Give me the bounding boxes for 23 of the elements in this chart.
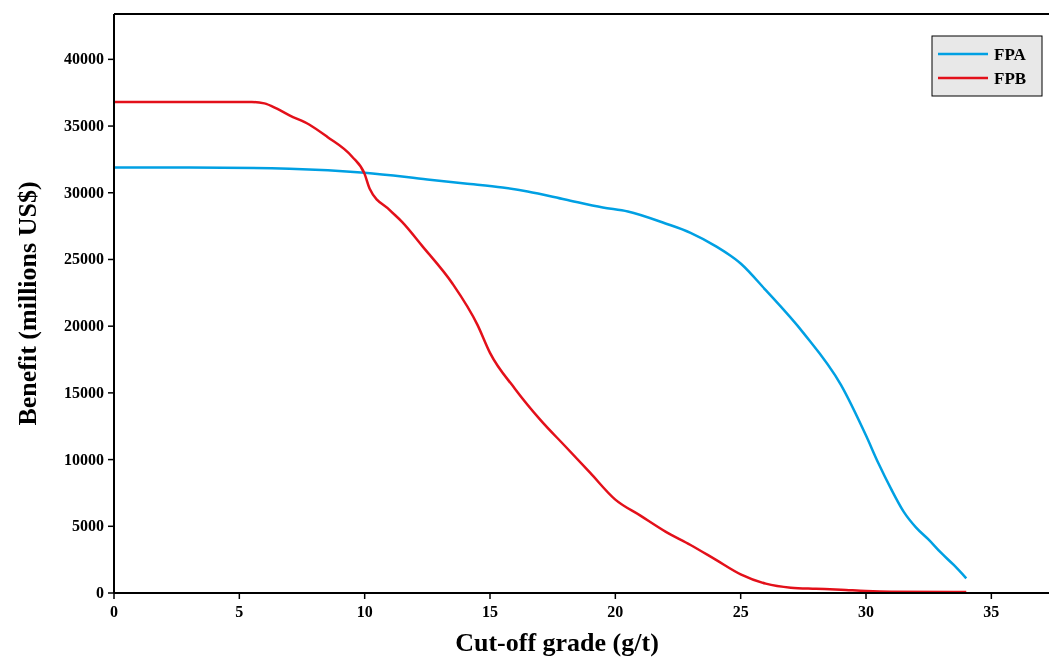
y-tick-label: 30000: [64, 183, 104, 201]
y-tick-label: 40000: [64, 50, 104, 68]
x-tick-label: 25: [732, 603, 749, 620]
y-tick-label: 35000: [64, 117, 104, 135]
x-tick-label: 5: [235, 603, 244, 620]
line-series: [112, 166, 968, 580]
legend-label: FPB: [994, 69, 1027, 88]
y-axis-title: Benefit (millions US$): [13, 181, 42, 426]
x-tick-label: 15: [482, 603, 499, 620]
y-tick-label: 20000: [64, 317, 104, 335]
y-tick-label: 0: [96, 584, 104, 601]
x-tick-label: 10: [356, 603, 373, 620]
y-tick-label: 15000: [64, 383, 104, 401]
line-series: [112, 100, 968, 594]
x-tick-label: 0: [110, 603, 118, 620]
y-tick-label: 10000: [64, 450, 104, 468]
x-tick-label: 30: [858, 603, 875, 620]
y-tick-label: 5000: [72, 517, 104, 535]
x-axis-title: Cut-off grade (g/t): [455, 628, 659, 657]
legend-label: FPA: [994, 45, 1027, 64]
x-tick-label: 35: [983, 603, 1000, 620]
x-tick-label: 20: [607, 603, 624, 620]
y-tick-label: 25000: [64, 250, 104, 268]
